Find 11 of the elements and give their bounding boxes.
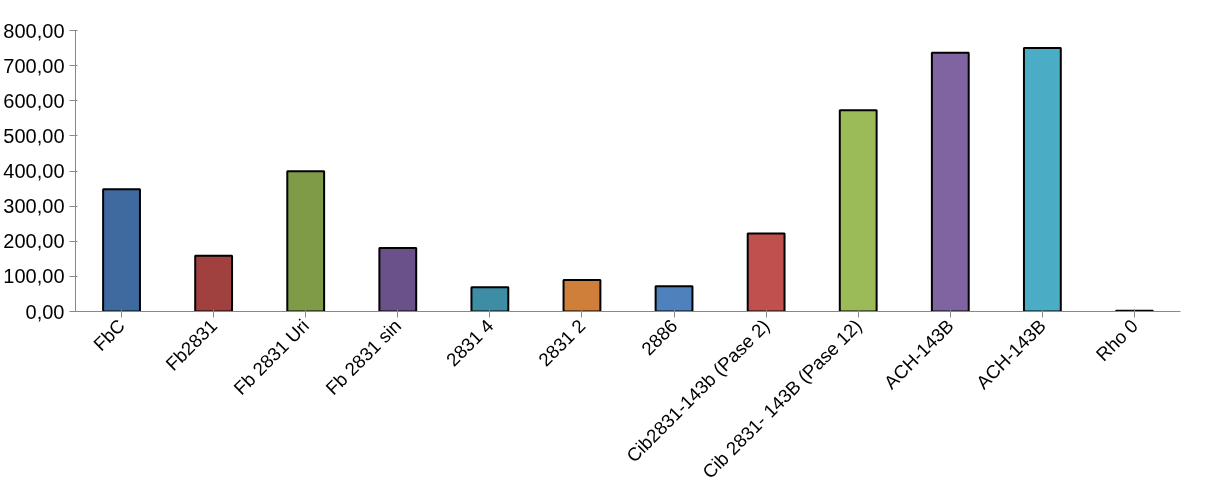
y-tick-label: 0,00	[25, 300, 65, 323]
x-tick-label: Rho 0	[1091, 315, 1142, 366]
y-tick-label: 600,00	[3, 89, 65, 112]
y-tick-label: 300,00	[3, 195, 65, 218]
x-tick-label: FbC	[89, 315, 129, 355]
y-tick-label: 400,00	[3, 160, 65, 182]
y-tick-label: 100,00	[3, 265, 65, 288]
y-tick-label: 700,00	[3, 54, 65, 77]
y-tick-label: 800,00	[3, 19, 65, 42]
y-tick-label: 200,00	[3, 230, 65, 253]
y-tick-label: 500,00	[3, 124, 65, 147]
